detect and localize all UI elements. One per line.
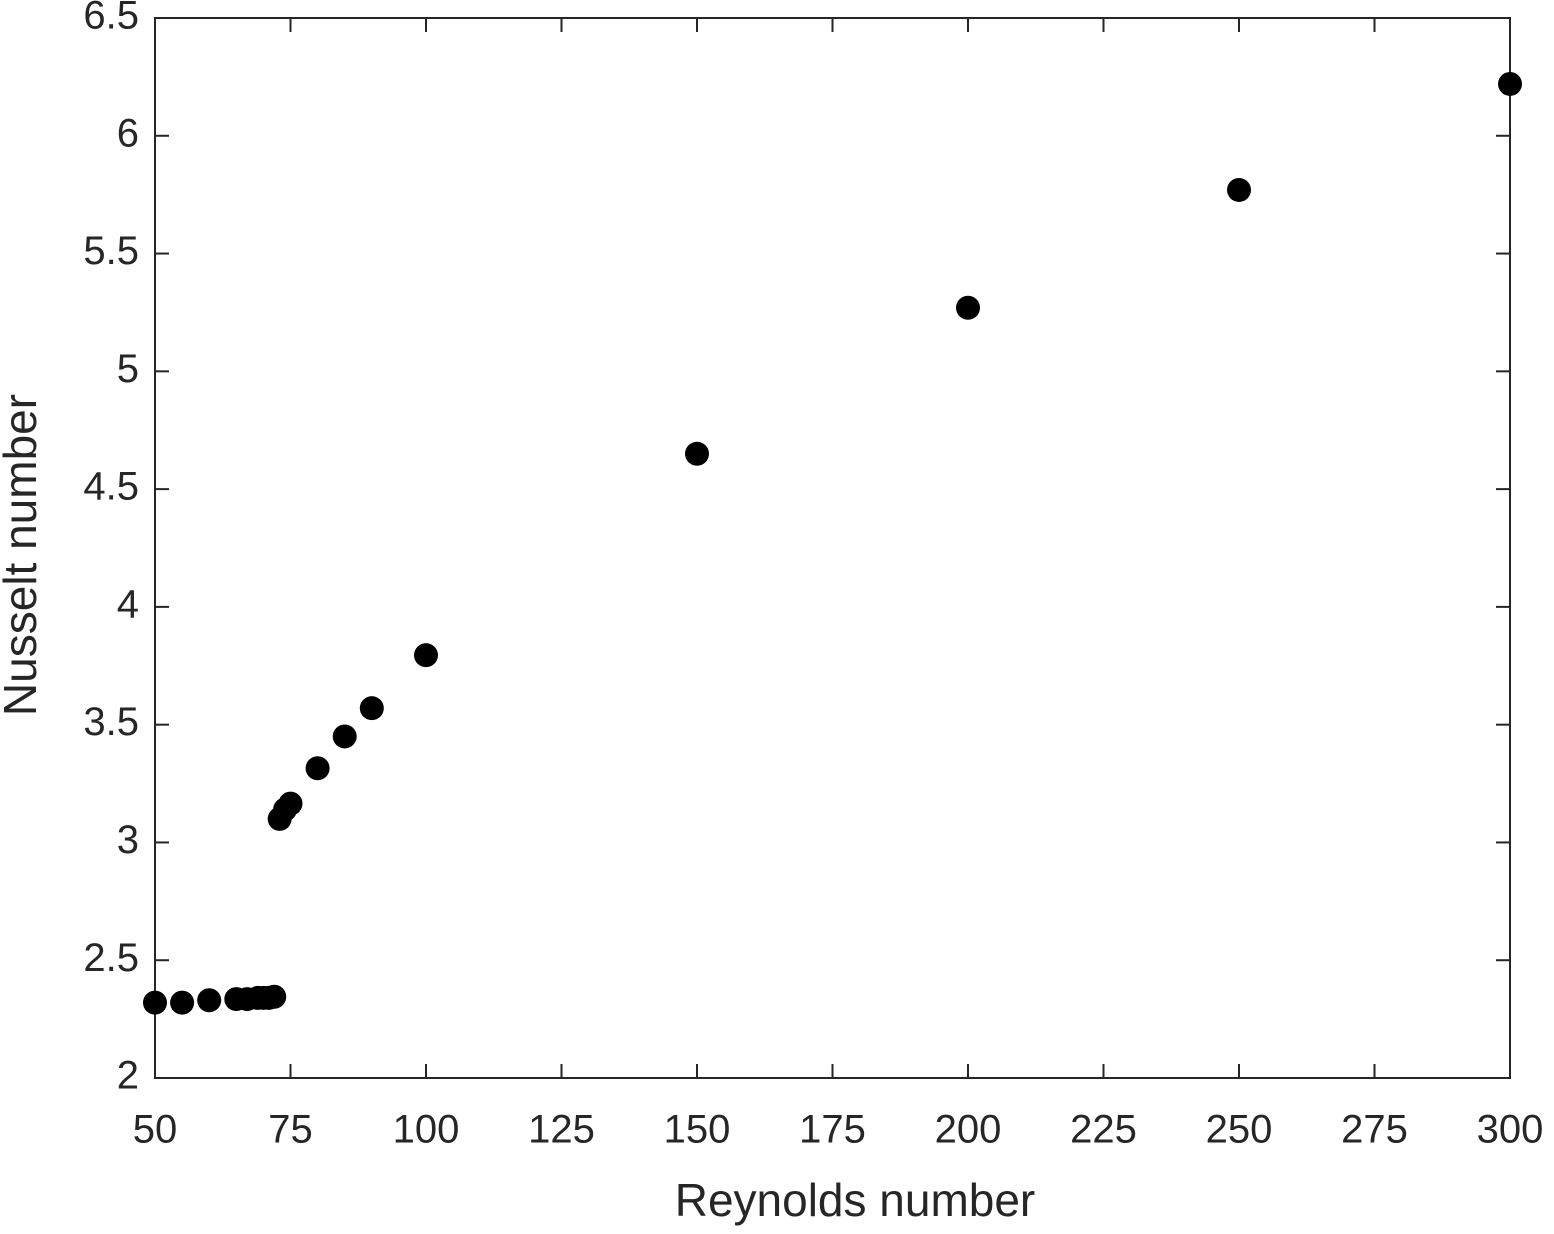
y-tick-label: 3.5 [83,700,139,744]
plot-frame [154,17,1511,1079]
y-tick-label: 6.5 [83,0,139,38]
x-tick-label: 225 [1070,1108,1137,1152]
x-tick-label: 275 [1341,1108,1408,1152]
y-axis-label: Nusselt number [0,394,46,716]
point [1227,177,1251,202]
y-tick-label: 3 [117,818,139,862]
y-tick-label: 4 [117,582,139,626]
x-tick-label: 50 [133,1108,178,1152]
point [685,441,709,466]
y-tick-label: 4.5 [83,465,139,509]
point [1498,71,1522,96]
x-tick-label: 200 [935,1108,1002,1152]
x-tick-label: 75 [268,1108,313,1152]
point [414,643,438,668]
point [305,756,330,781]
x-tick-label: 250 [1206,1108,1273,1152]
point [197,988,222,1013]
point [332,724,357,749]
point [956,295,980,320]
point [359,696,384,721]
x-axis-label: Reynolds number [675,1174,1036,1226]
y-tick-label: 5.5 [83,229,139,273]
point [143,990,167,1015]
x-tick-label: 150 [664,1108,731,1152]
x-tick-label: 100 [393,1108,460,1152]
point [278,791,303,816]
x-tick-label: 300 [1477,1108,1544,1152]
x-tick-label: 175 [799,1108,866,1152]
x-tick-label: 125 [528,1108,595,1152]
y-tick-label: 2.5 [83,936,139,980]
y-tick-label: 2 [117,1054,139,1098]
point [262,984,287,1009]
point [170,990,195,1015]
y-tick-label: 5 [117,347,139,391]
y-tick-label: 6 [117,111,139,155]
